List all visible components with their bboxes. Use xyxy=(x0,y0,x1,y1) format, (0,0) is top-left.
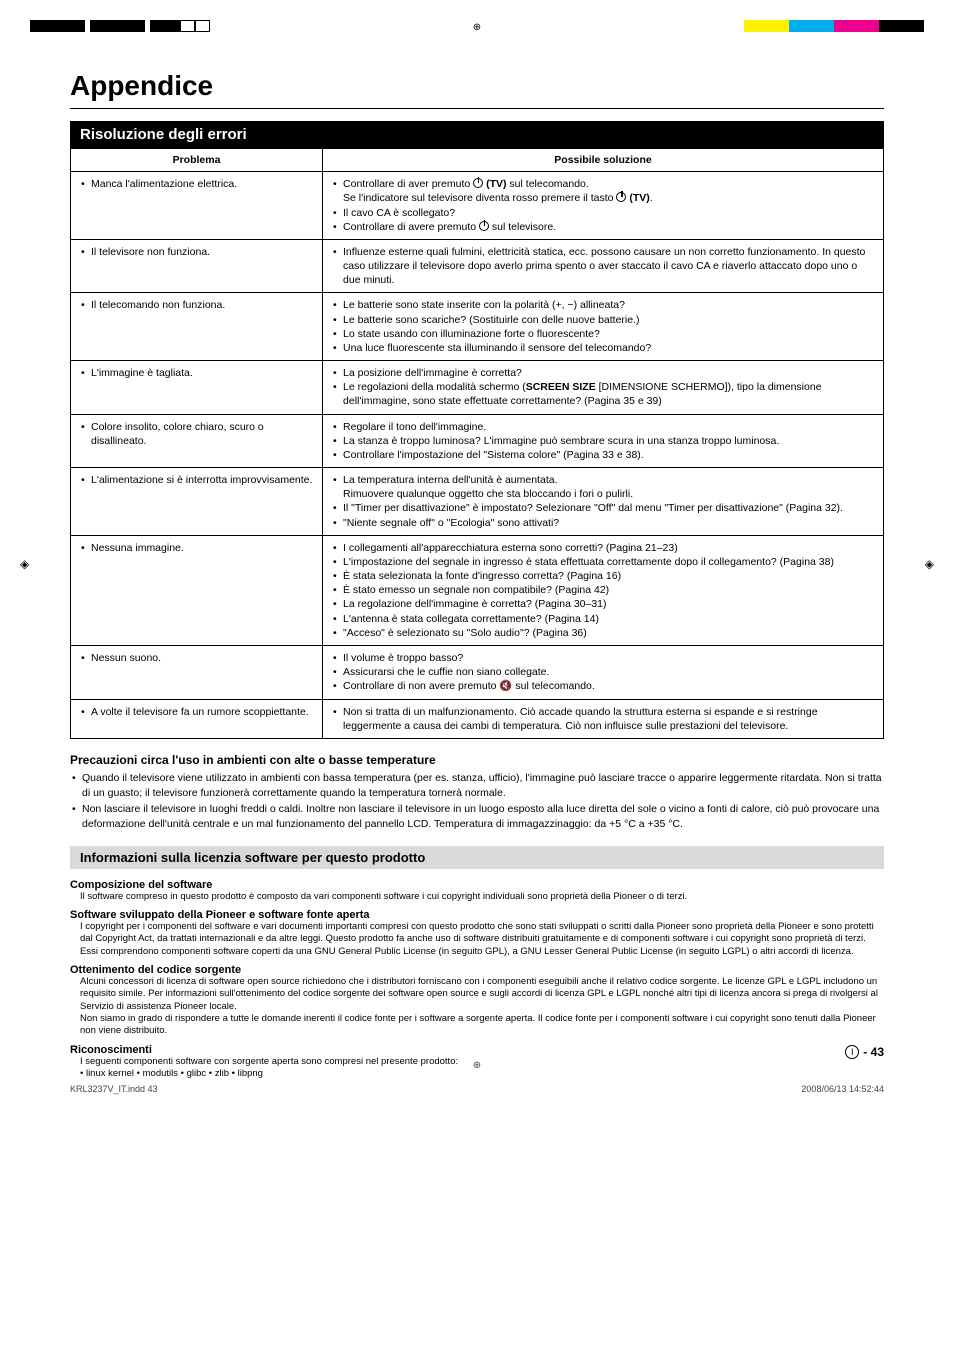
problem-text: Il televisore non funziona. xyxy=(79,245,314,259)
problem-text: L'immagine è tagliata. xyxy=(79,366,314,380)
registration-mark-top: ⊕ xyxy=(473,22,481,33)
solution-text: "Niente segnale off" o "Ecologia" sono a… xyxy=(331,516,875,530)
solution-text: Il "Timer per disattivazione" è impostat… xyxy=(331,501,875,515)
table-row: Nessuna immagine. I collegamenti all'appa… xyxy=(71,535,884,645)
solution-text: È stato emesso un segnale non compatibil… xyxy=(331,583,875,597)
registration-mark-left: ◈ xyxy=(20,557,29,571)
title-rule xyxy=(70,108,884,109)
table-row: A volte il televisore fa un rumore scopp… xyxy=(71,699,884,738)
footer: KRL3237V_IT.indd 43 ⊕ 2008/06/13 14:52:4… xyxy=(70,1084,884,1094)
license-sub-heading: Software sviluppato della Pioneer e soft… xyxy=(70,909,884,921)
power-icon xyxy=(479,221,489,231)
solution-text: Non si tratta di un malfunzionamento. Ci… xyxy=(331,705,875,733)
solution-cell: Regolare il tono dell'immagine.La stanza… xyxy=(323,414,884,468)
power-icon xyxy=(473,178,483,188)
solution-text: Una luce fluorescente sta illuminando il… xyxy=(331,341,875,355)
table-row: L'alimentazione si è interrotta improvvi… xyxy=(71,468,884,536)
solution-text: Controllare di aver premuto (TV) sul tel… xyxy=(331,177,875,205)
license-body: Alcuni concessori di licenza di software… xyxy=(70,976,884,1038)
solution-text: Il cavo CA è scollegato? xyxy=(331,206,875,220)
table-row: Manca l'alimentazione elettrica. Controll… xyxy=(71,172,884,240)
license-sub-heading: Ottenimento del codice sorgente xyxy=(70,964,884,976)
crop-bar-left xyxy=(30,20,210,32)
license-sub-heading: Riconoscimenti xyxy=(70,1044,884,1056)
solution-cell: La posizione dell'immagine è corretta?Le… xyxy=(323,361,884,415)
th-solution: Possibile soluzione xyxy=(323,149,884,172)
problem-cell: Nessun suono. xyxy=(71,645,323,699)
th-problem: Problema xyxy=(71,149,323,172)
problem-cell: Il telecomando non funziona. xyxy=(71,293,323,361)
problem-cell: A volte il televisore fa un rumore scopp… xyxy=(71,699,323,738)
solution-text: Lo state usando con illuminazione forte … xyxy=(331,327,875,341)
solution-text: Il volume è troppo basso? xyxy=(331,651,875,665)
solution-text: "Acceso" è selezionato su "Solo audio"? … xyxy=(331,626,875,640)
solution-cell: Le batterie sono state inserite con la p… xyxy=(323,293,884,361)
precaution-item: Quando il televisore viene utilizzato in… xyxy=(70,771,884,800)
solution-text: La temperatura interna dell'unità è aume… xyxy=(331,473,875,501)
solution-cell: I collegamenti all'apparecchiatura ester… xyxy=(323,535,884,645)
crop-bar-right xyxy=(744,20,924,32)
solution-cell: Controllare di aver premuto (TV) sul tel… xyxy=(323,172,884,240)
section-heading: Risoluzione degli errori xyxy=(70,121,884,148)
solution-text: L'antenna è stata collegata correttament… xyxy=(331,612,875,626)
problem-cell: Il televisore non funziona. xyxy=(71,239,323,293)
troubleshoot-table: Problema Possibile soluzione Manca l'ali… xyxy=(70,148,884,739)
table-row: L'immagine è tagliata. La posizione dell'… xyxy=(71,361,884,415)
footer-file: KRL3237V_IT.indd 43 xyxy=(70,1084,158,1094)
troubleshoot-body: Manca l'alimentazione elettrica. Controll… xyxy=(71,172,884,739)
license-sections: Composizione del softwareIl software com… xyxy=(70,879,884,1081)
solution-cell: Il volume è troppo basso?Assicurarsi che… xyxy=(323,645,884,699)
solution-text: Le batterie sono scariche? (Sostituirle … xyxy=(331,313,875,327)
problem-text: A volte il televisore fa un rumore scopp… xyxy=(79,705,314,719)
solution-text: Assicurarsi che le cuffie non siano coll… xyxy=(331,665,875,679)
license-sub-heading: Composizione del software xyxy=(70,879,884,891)
solution-cell: Non si tratta di un malfunzionamento. Ci… xyxy=(323,699,884,738)
table-row: Colore insolito, colore chiaro, scuro o … xyxy=(71,414,884,468)
problem-text: L'alimentazione si è interrotta improvvi… xyxy=(79,473,314,487)
precaution-item: Non lasciare il televisore in luoghi fre… xyxy=(70,802,884,831)
problem-cell: Manca l'alimentazione elettrica. xyxy=(71,172,323,240)
solution-text: Controllare di avere premuto sul televis… xyxy=(331,220,875,234)
license-body: I copyright per i componenti del softwar… xyxy=(70,921,884,958)
problem-cell: L'alimentazione si è interrotta improvvi… xyxy=(71,468,323,536)
solution-cell: Influenze esterne quali fulmini, elettri… xyxy=(323,239,884,293)
solution-text: È stata selezionata la fonte d'ingresso … xyxy=(331,569,875,583)
license-heading: Informazioni sulla licenzia software per… xyxy=(70,846,884,869)
page-number: I- 43 xyxy=(845,1045,884,1060)
problem-text: Nessun suono. xyxy=(79,651,314,665)
solution-text: Le batterie sono state inserite con la p… xyxy=(331,298,875,312)
solution-text: Controllare di non avere premuto 🔇 sul t… xyxy=(331,679,875,693)
page-circle: I xyxy=(845,1045,859,1059)
table-row: Il televisore non funziona. Influenze est… xyxy=(71,239,884,293)
precautions-heading: Precauzioni circa l'uso in ambienti con … xyxy=(70,753,884,767)
solution-text: Le regolazioni della modalità schermo (S… xyxy=(331,380,875,408)
solution-text: Controllare l'impostazione del "Sistema … xyxy=(331,448,875,462)
registration-mark-right: ◈ xyxy=(925,557,934,571)
solution-text: La stanza è troppo luminosa? L'immagine … xyxy=(331,434,875,448)
problem-text: Nessuna immagine. xyxy=(79,541,314,555)
footer-timestamp: 2008/06/13 14:52:44 xyxy=(801,1084,884,1094)
problem-text: Manca l'alimentazione elettrica. xyxy=(79,177,314,191)
precautions-list: Quando il televisore viene utilizzato in… xyxy=(70,771,884,832)
power-icon xyxy=(616,192,626,202)
problem-cell: Nessuna immagine. xyxy=(71,535,323,645)
solution-text: La regolazione dell'immagine è corretta?… xyxy=(331,597,875,611)
page-title: Appendice xyxy=(70,70,884,102)
solution-cell: La temperatura interna dell'unità è aume… xyxy=(323,468,884,536)
problem-text: Colore insolito, colore chiaro, scuro o … xyxy=(79,420,314,448)
problem-cell: L'immagine è tagliata. xyxy=(71,361,323,415)
solution-text: I collegamenti all'apparecchiatura ester… xyxy=(331,541,875,555)
table-row: Il telecomando non funziona. Le batterie … xyxy=(71,293,884,361)
problem-cell: Colore insolito, colore chiaro, scuro o … xyxy=(71,414,323,468)
license-body: Il software compreso in questo prodotto … xyxy=(70,891,884,903)
solution-text: L'impostazione del segnale in ingresso è… xyxy=(331,555,875,569)
registration-mark-bottom: ⊕ xyxy=(473,1060,481,1071)
solution-text: Influenze esterne quali fulmini, elettri… xyxy=(331,245,875,288)
problem-text: Il telecomando non funziona. xyxy=(79,298,314,312)
solution-text: La posizione dell'immagine è corretta? xyxy=(331,366,875,380)
solution-text: Regolare il tono dell'immagine. xyxy=(331,420,875,434)
table-row: Nessun suono. Il volume è troppo basso?As… xyxy=(71,645,884,699)
